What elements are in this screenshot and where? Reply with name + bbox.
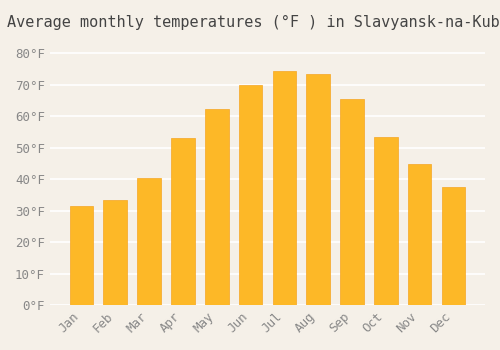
- Title: Average monthly temperatures (°F ) in Slavyansk-na-Kubani: Average monthly temperatures (°F ) in Sl…: [8, 15, 500, 30]
- Bar: [104, 200, 127, 305]
- Bar: [138, 178, 161, 305]
- Bar: [205, 108, 229, 305]
- Bar: [70, 206, 94, 305]
- Bar: [442, 187, 465, 305]
- Bar: [272, 71, 296, 305]
- Bar: [306, 74, 330, 305]
- Bar: [238, 85, 262, 305]
- Bar: [408, 163, 432, 305]
- Bar: [171, 138, 194, 305]
- Bar: [374, 137, 398, 305]
- Bar: [340, 99, 364, 305]
